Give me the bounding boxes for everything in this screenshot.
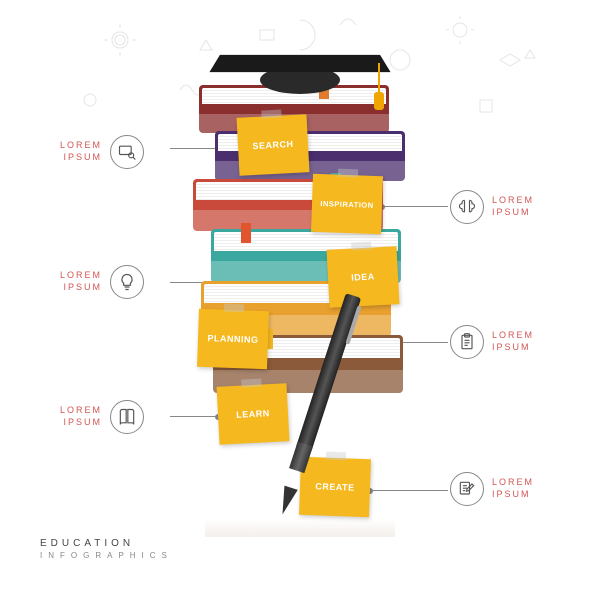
- callout-item-2: LOREMIPSUM: [60, 265, 144, 299]
- callout-item-4: LOREMIPSUM: [60, 400, 144, 434]
- callout-label: LOREMIPSUM: [60, 270, 102, 293]
- sticky-idea: IDEA: [327, 246, 400, 308]
- tassel-icon: [378, 63, 380, 98]
- footer-subtitle: INFOGRAPHICS: [40, 551, 173, 560]
- footer-title-block: EDUCATION INFOGRAPHICS: [40, 538, 173, 560]
- footer-title: EDUCATION: [40, 538, 173, 549]
- bulb-icon: [110, 265, 144, 299]
- graduation-cap: [215, 48, 385, 103]
- clipboard-icon: [450, 325, 484, 359]
- connector-4: [170, 416, 218, 417]
- callout-label: LOREMIPSUM: [492, 477, 534, 500]
- callout-label: LOREMIPSUM: [60, 405, 102, 428]
- callout-label: LOREMIPSUM: [60, 140, 102, 163]
- callout-item-3: LOREMIPSUM: [450, 325, 534, 359]
- connector-5: [370, 490, 448, 491]
- callout-item-5: LOREMIPSUM: [450, 472, 534, 506]
- sticky-create: CREATE: [299, 457, 371, 517]
- sticky-search: SEARCH: [237, 114, 310, 176]
- callout-item-0: LOREMIPSUM: [60, 135, 144, 169]
- sticky-inspiration: INSPIRATION: [311, 174, 383, 234]
- sticky-planning: PLANNING: [197, 309, 269, 369]
- callout-label: LOREMIPSUM: [492, 195, 534, 218]
- callout-label: LOREMIPSUM: [492, 330, 534, 353]
- callout-item-1: LOREMIPSUM: [450, 190, 534, 224]
- stack-reflection: [205, 519, 395, 537]
- book-icon: [110, 400, 144, 434]
- pencil-paper-icon: [450, 472, 484, 506]
- brain-icon: [450, 190, 484, 224]
- screen-search-icon: [110, 135, 144, 169]
- sticky-learn: LEARN: [217, 383, 290, 445]
